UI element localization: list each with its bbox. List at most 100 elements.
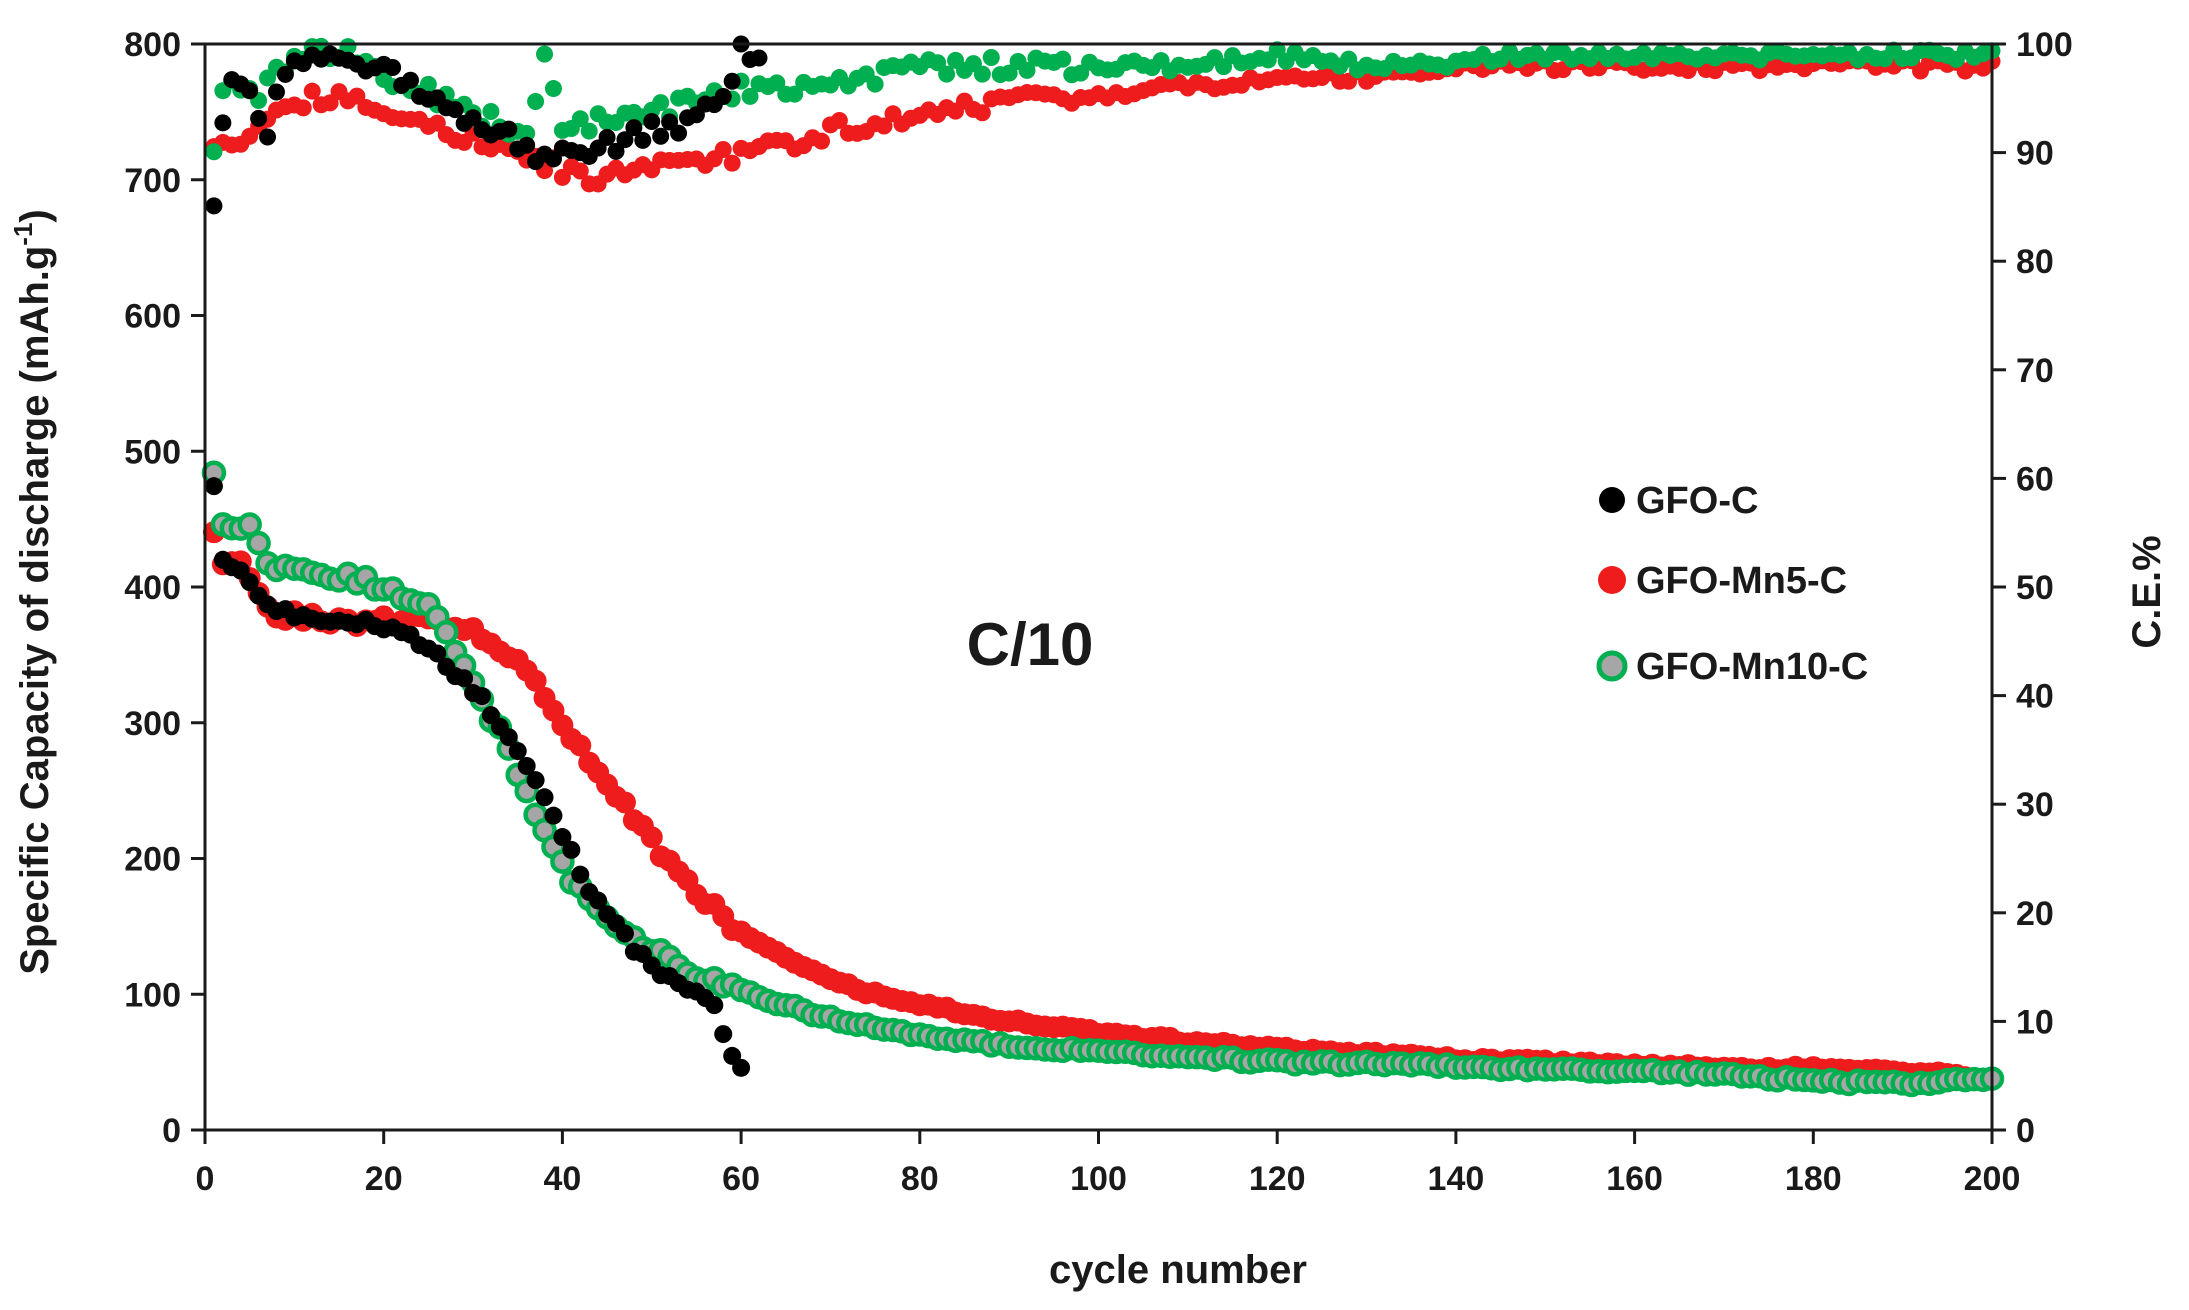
ce-point-gfo-mn5-c <box>294 99 312 117</box>
y2-tick-label: 0 <box>2016 1112 2035 1150</box>
ce-point-gfo-mn10-c <box>518 124 536 142</box>
ce-point-gfo-c <box>267 83 285 101</box>
ce-point-gfo-c <box>652 127 670 145</box>
y2-tick-label: 10 <box>2016 1003 2054 1041</box>
ce-point-gfo-mn10-c <box>339 38 357 56</box>
capacity-point-gfo-c <box>732 1058 751 1077</box>
ce-point-gfo-c <box>625 119 643 137</box>
ce-point-gfo-mn10-c <box>482 103 500 121</box>
ce-point-gfo-c <box>598 128 616 146</box>
ce-point-gfo-mn10-c <box>929 54 947 72</box>
capacity-point-gfo-c <box>499 728 518 747</box>
y-tick-label: 0 <box>162 1112 181 1150</box>
ce-point-gfo-mn10-c <box>652 94 670 112</box>
x-tick-label: 60 <box>722 1160 760 1198</box>
capacity-point-gfo-mn10-c <box>237 512 262 537</box>
y-axis-label: Specific Capacity of discharge (mAh.g-1) <box>8 209 57 975</box>
ce-point-gfo-c <box>241 82 259 100</box>
ce-point-gfo-c <box>259 128 277 146</box>
ce-point-gfo-c <box>670 124 688 142</box>
ce-point-gfo-c <box>384 58 402 76</box>
legend-marker-gfo-mn5-c <box>1598 566 1626 594</box>
capacity-point-gfo-c <box>544 806 563 825</box>
x-tick-label: 120 <box>1249 1160 1306 1198</box>
y-axis-label-close: ) <box>13 209 57 222</box>
capacity-point-gfo-c <box>455 669 474 688</box>
legend-label-gfo-mn5-c: GFO-Mn5-C <box>1636 560 1847 602</box>
y2-tick-label: 30 <box>2016 786 2054 824</box>
ce-point-gfo-c <box>214 114 232 132</box>
y2-tick-label: 100 <box>2016 26 2073 64</box>
ce-point-gfo-mn5-c <box>973 104 991 122</box>
y-tick-label: 800 <box>124 26 181 64</box>
ce-point-gfo-mn10-c <box>419 75 437 93</box>
axes <box>191 42 2006 1144</box>
ce-point-gfo-c <box>714 88 732 106</box>
ce-point-gfo-c <box>276 65 294 83</box>
y-axis-label-superscript: -1 <box>8 223 38 246</box>
y2-tick-label: 90 <box>2016 135 2054 173</box>
y2-tick-label: 60 <box>2016 460 2054 498</box>
x-tick-label: 160 <box>1606 1160 1663 1198</box>
ce-point-gfo-c <box>250 109 268 127</box>
x-axis-label: cycle number <box>1049 1248 1307 1292</box>
ce-point-gfo-mn10-c <box>527 93 545 111</box>
ce-point-gfo-mn10-c <box>786 85 804 103</box>
capacity-point-gfo-c <box>508 742 527 761</box>
y-tick-label: 500 <box>124 433 181 471</box>
ce-point-gfo-c <box>446 101 464 119</box>
ce-point-gfo-c <box>750 49 768 67</box>
capacity-point-gfo-c <box>553 828 572 847</box>
capacity-point-gfo-c <box>535 788 554 807</box>
ce-point-gfo-mn10-c <box>938 65 956 83</box>
ce-point-gfo-mn10-c <box>982 48 1000 66</box>
ce-point-gfo-mn5-c <box>428 114 446 132</box>
ce-point-gfo-mn10-c <box>973 65 991 83</box>
legend-marker-gfo-c <box>1599 487 1625 513</box>
x-tick-label: 200 <box>1964 1160 2021 1198</box>
y2-tick-label: 20 <box>2016 895 2054 933</box>
x-tick-label: 180 <box>1785 1160 1842 1198</box>
capacity-point-gfo-mn5-c <box>640 826 663 849</box>
tick-labels: 0 20 40 60 80 100 120 140 160 180 2000100200300400… <box>124 26 2072 1198</box>
legend: GFO-C GFO-Mn5-C GFO-Mn10-C <box>1596 480 1868 688</box>
capacity-point-gfo-mn5-c <box>524 669 547 692</box>
ce-point-gfo-c <box>607 142 625 160</box>
ce-point-gfo-c <box>518 136 536 154</box>
y-tick-label: 100 <box>124 976 181 1014</box>
y-tick-label: 400 <box>124 569 181 607</box>
y2-tick-label: 50 <box>2016 569 2054 607</box>
ce-point-gfo-mn10-c <box>866 75 884 93</box>
ce-point-gfo-mn10-c <box>571 110 589 128</box>
capacity-point-gfo-c <box>589 891 608 910</box>
legend-label-gfo-c: GFO-C <box>1636 480 1758 522</box>
y-axis-label-main: Specific Capacity of discharge (mAh.g <box>13 246 57 975</box>
ce-point-gfo-c <box>402 71 420 89</box>
y-tick-label: 300 <box>124 705 181 743</box>
y2-axis-label: C.E.% <box>2125 535 2169 648</box>
ce-point-gfo-c <box>205 197 223 215</box>
ce-point-gfo-mn10-c <box>544 80 562 98</box>
y2-tick-label: 40 <box>2016 678 2054 716</box>
ce-point-gfo-mn5-c <box>813 132 831 150</box>
ce-point-gfo-c <box>616 131 634 149</box>
ce-point-gfo-mn10-c <box>1000 64 1018 82</box>
x-tick-label: 20 <box>365 1160 403 1198</box>
y-tick-label: 700 <box>124 162 181 200</box>
x-tick-label: 40 <box>543 1160 581 1198</box>
ce-point-gfo-c <box>643 113 661 131</box>
capacity-point-gfo-mn5-c <box>613 791 636 814</box>
y-tick-label: 600 <box>124 298 181 336</box>
ce-point-gfo-mn10-c <box>1018 61 1036 79</box>
ce-point-gfo-c <box>723 72 741 90</box>
capacity-point-gfo-c <box>615 924 634 943</box>
capacity-point-gfo-c <box>428 644 447 663</box>
legend-label-gfo-mn10-c: GFO-Mn10-C <box>1636 646 1868 688</box>
y2-tick-label: 70 <box>2016 352 2054 390</box>
capacity-point-gfo-c <box>571 865 590 884</box>
ce-point-gfo-mn10-c <box>1054 50 1072 68</box>
ce-point-gfo-mn5-c <box>830 111 848 129</box>
ce-point-gfo-mn10-c <box>205 143 223 161</box>
capacity-point-gfo-c <box>562 840 581 859</box>
